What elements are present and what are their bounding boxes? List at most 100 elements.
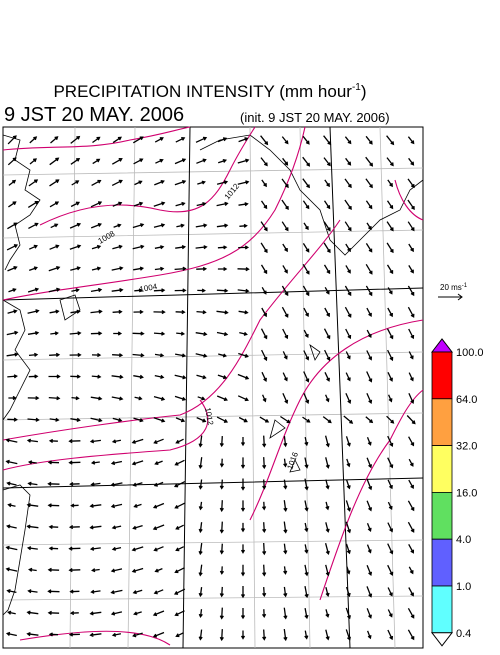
- wind-arrow: [218, 353, 227, 358]
- wind-arrow: [90, 287, 103, 293]
- wind-arrow: [366, 586, 373, 598]
- wind-arrow: [303, 392, 310, 404]
- wind-arrow: [176, 223, 185, 228]
- wind-arrow: [26, 546, 38, 551]
- wind-arrow: [345, 500, 351, 512]
- wind-arrow: [152, 524, 165, 531]
- wind-arrow: [196, 158, 207, 164]
- wind-arrow: [283, 479, 288, 490]
- wind-arrow: [132, 589, 143, 595]
- wind-arrow: [133, 158, 144, 165]
- wind-arrow: [68, 632, 80, 637]
- wind-arrow: [68, 460, 81, 465]
- wind-arrow: [323, 328, 331, 340]
- wind-arrow: [366, 522, 372, 532]
- wind-arrow: [132, 244, 145, 250]
- wind-arrow: [219, 566, 225, 575]
- wind-arrow: [281, 285, 289, 297]
- wind-arrow: [282, 328, 289, 340]
- wind-arrow: [303, 350, 310, 361]
- wind-arrow: [281, 306, 289, 318]
- wind-arrow: [27, 417, 40, 422]
- wind-arrow: [281, 136, 289, 145]
- map-frame: [2, 126, 424, 649]
- wind-arrow: [387, 287, 393, 295]
- wind-arrow: [110, 460, 123, 466]
- wind-arrow: [365, 263, 373, 275]
- wind-arrow: [91, 266, 102, 271]
- wind-arrow: [70, 266, 81, 271]
- wind-arrow: [240, 630, 246, 640]
- wind-arrow: [407, 178, 415, 189]
- wind-arrow: [198, 479, 203, 490]
- wind-arrow: [48, 265, 61, 272]
- wind-arrow: [219, 543, 224, 555]
- wind-arrow: [240, 478, 246, 491]
- wind-arrow: [90, 396, 103, 401]
- wind-arrow: [90, 331, 103, 336]
- wind-arrow: [303, 307, 309, 318]
- map: 1008 1012 1004 1012 1016: [2, 126, 424, 649]
- wind-arrow: [111, 179, 123, 186]
- wind-arrow: [262, 522, 267, 534]
- wind-arrow: [198, 435, 203, 448]
- wind-arrow: [176, 331, 186, 336]
- wind-arrow: [90, 309, 103, 314]
- wind-arrow: [282, 157, 289, 166]
- wind-arrow: [324, 435, 330, 448]
- wind-arrow: [344, 285, 352, 297]
- wind-arrow: [28, 352, 39, 357]
- wind-arrow: [304, 630, 309, 640]
- wind-arrow: [345, 479, 351, 490]
- wind-arrow: [346, 458, 351, 468]
- wind-arrow: [198, 522, 203, 534]
- wind-arrow: [111, 439, 122, 444]
- major-lines: [2, 126, 424, 649]
- wind-arrow: [408, 587, 414, 597]
- wind-arrow: [217, 374, 228, 380]
- wind-arrow: [387, 629, 394, 641]
- wind-arrow: [366, 630, 372, 640]
- colorbar-label: 16.0: [456, 487, 477, 499]
- wind-arrow: [49, 201, 60, 208]
- wind-arrow: [262, 587, 267, 598]
- wind-arrow: [408, 328, 415, 340]
- wind-arrow: [110, 611, 123, 616]
- wind-arrow: [132, 223, 145, 229]
- wind-arrow: [345, 436, 351, 447]
- title: PRECIPITATION INTENSITY (mm hour-1): [53, 82, 366, 101]
- wind-arrow: [386, 415, 395, 424]
- wind-arrow: [68, 439, 81, 444]
- colorbar-label: 32.0: [456, 441, 477, 453]
- wind-arrow: [325, 394, 330, 403]
- isobar: [2, 399, 209, 471]
- wind-arrow: [365, 200, 373, 210]
- wind-arrow: [219, 586, 224, 598]
- wind-arrow: [386, 221, 394, 232]
- wind-arrow: [26, 524, 39, 529]
- wind-arrow: [27, 287, 40, 293]
- wind-arrow: [89, 546, 101, 551]
- wind-arrow: [174, 353, 187, 358]
- title-exponent: -1: [352, 82, 361, 93]
- wind-arrow: [325, 479, 330, 490]
- wind-arrow: [219, 629, 224, 642]
- wind-arrow: [217, 158, 228, 164]
- title-close: ): [361, 82, 367, 101]
- wind-arrow: [174, 179, 187, 186]
- wind-arrow: [261, 286, 267, 295]
- wind-arrow: [323, 242, 331, 254]
- isobar: [319, 389, 424, 601]
- wind-arrow: [7, 135, 17, 145]
- wind-arrow: [29, 158, 37, 165]
- wind-arrow: [7, 374, 18, 379]
- wind-arrow: [304, 436, 309, 447]
- wind-arrow: [154, 460, 163, 466]
- wind-arrow: [407, 306, 415, 318]
- wind-arrow: [26, 438, 38, 443]
- wind-arrow: [365, 178, 373, 189]
- wind-arrow: [324, 349, 331, 362]
- wind-arrow: [26, 632, 39, 637]
- wind-arrow: [70, 157, 81, 165]
- wind-arrow: [196, 310, 207, 315]
